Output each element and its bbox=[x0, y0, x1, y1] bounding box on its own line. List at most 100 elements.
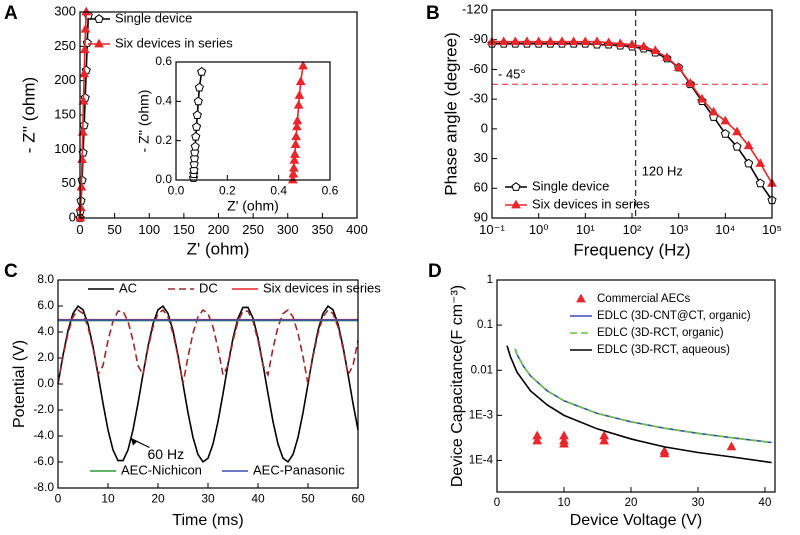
x-tick-label: 40 bbox=[759, 497, 772, 509]
y-tick-label: 8.0 bbox=[37, 272, 54, 286]
legend-marker bbox=[576, 293, 586, 303]
plot-frame bbox=[79, 11, 358, 219]
x-tick-label: 0.0 bbox=[168, 184, 185, 198]
y-tick-label: -2.0 bbox=[33, 402, 54, 416]
plot-frame bbox=[57, 279, 359, 489]
series-line bbox=[79, 11, 88, 219]
legend-label: EDLC (3D-RCT, organic) bbox=[597, 327, 724, 339]
data-point bbox=[732, 141, 742, 151]
data-point bbox=[291, 131, 302, 141]
x-tick-label: 10³ bbox=[669, 222, 688, 237]
data-point bbox=[726, 441, 737, 451]
reference-label: 120 Hz bbox=[642, 163, 683, 178]
panel-label: C bbox=[4, 261, 18, 282]
y-tick-label: 60 bbox=[474, 180, 488, 195]
data-point bbox=[697, 93, 707, 103]
y-tick-label: -90 bbox=[469, 31, 488, 46]
data-point bbox=[510, 36, 521, 46]
x-axis-title: Frequency (Hz) bbox=[573, 240, 690, 259]
data-point bbox=[192, 110, 202, 119]
y-axis-title: - Z'' (ohm) bbox=[19, 77, 38, 153]
y-axis-title: Phase angle (degree) bbox=[441, 32, 460, 196]
y-tick-label: 50 bbox=[62, 175, 76, 190]
x-tick-label: 400 bbox=[346, 222, 368, 237]
reference-label: - 45° bbox=[498, 67, 526, 82]
data-point bbox=[288, 168, 299, 178]
data-point bbox=[720, 115, 731, 125]
y-tick-label: 0.1 bbox=[477, 319, 493, 331]
y-axis-title: Device Capacitance(F cm⁻³) bbox=[449, 285, 466, 487]
data-point bbox=[194, 82, 204, 92]
y-tick-label: 1 bbox=[487, 274, 493, 286]
data-point bbox=[80, 23, 91, 33]
y-axis-title: - Z'' (ohm) bbox=[136, 90, 152, 153]
data-point bbox=[638, 41, 649, 51]
annotation-arrow bbox=[130, 438, 150, 449]
x-tick-label: 50 bbox=[301, 492, 315, 506]
x-tick-label: 10² bbox=[623, 222, 642, 237]
x-tick-label: 10¹ bbox=[576, 222, 595, 237]
x-tick-label: 10 bbox=[558, 497, 571, 509]
data-point bbox=[533, 36, 544, 46]
y-tick-label: 150 bbox=[54, 106, 76, 121]
y-tick-label: 300 bbox=[54, 3, 76, 18]
y-tick-label: 0.4 bbox=[155, 94, 172, 108]
inset-background bbox=[176, 62, 330, 180]
legend-label: AEC-Nichicon bbox=[121, 462, 202, 477]
x-tick-label: 0 bbox=[55, 492, 62, 506]
series-line bbox=[57, 308, 359, 385]
legend-marker bbox=[94, 38, 104, 48]
x-tick-label: 10 bbox=[101, 492, 115, 506]
y-tick-label: 200 bbox=[54, 72, 76, 87]
y-tick-label: 1E-4 bbox=[469, 454, 494, 466]
data-point bbox=[685, 77, 696, 87]
data-point bbox=[298, 60, 308, 70]
x-tick-label: 50 bbox=[107, 222, 121, 237]
x-tick-label: 100 bbox=[138, 222, 160, 237]
data-point bbox=[599, 435, 610, 445]
data-point bbox=[755, 178, 765, 188]
data-point bbox=[295, 76, 306, 86]
x-tick-label: 0 bbox=[494, 497, 500, 509]
x-tick-label: 30 bbox=[201, 492, 215, 506]
data-point bbox=[288, 162, 299, 172]
x-tick-label: 350 bbox=[312, 222, 334, 237]
data-point bbox=[615, 38, 626, 48]
data-point bbox=[190, 141, 200, 151]
y-tick-label: 30 bbox=[474, 150, 488, 165]
data-point bbox=[732, 126, 742, 136]
data-point bbox=[744, 158, 754, 168]
plot-frame bbox=[491, 9, 773, 219]
legend-label: Six devices in series bbox=[532, 196, 650, 211]
data-point bbox=[662, 52, 672, 61]
y-tick-label: -120 bbox=[462, 1, 488, 16]
data-point bbox=[743, 140, 754, 150]
legend-label: AEC-Panasonic bbox=[253, 462, 345, 477]
x-tick-label: 20 bbox=[151, 492, 165, 506]
y-tick-label: -4.0 bbox=[33, 428, 54, 442]
x-axis-title: Device Voltage (V) bbox=[570, 512, 703, 529]
x-tick-label: 300 bbox=[277, 222, 299, 237]
data-point bbox=[559, 438, 569, 448]
x-axis-title: Time (ms) bbox=[172, 512, 243, 529]
data-point bbox=[193, 96, 203, 106]
data-point bbox=[557, 36, 567, 46]
x-tick-label: 10⁰ bbox=[529, 222, 549, 237]
data-point bbox=[755, 158, 766, 167]
panel-label: A bbox=[4, 3, 18, 24]
data-point bbox=[292, 121, 302, 131]
y-tick-label: 0 bbox=[481, 120, 488, 135]
x-tick-label: 10⁵ bbox=[762, 222, 782, 237]
annotation: 60 Hz bbox=[148, 446, 185, 462]
legend-marker bbox=[94, 14, 104, 23]
data-point bbox=[191, 122, 202, 131]
data-point bbox=[79, 68, 90, 78]
x-tick-label: 20 bbox=[625, 497, 638, 509]
data-point bbox=[720, 128, 730, 138]
data-point bbox=[659, 448, 670, 458]
data-point bbox=[650, 45, 661, 55]
plot-frame bbox=[175, 61, 331, 181]
legend-label: EDLC (3D-RCT, aqueous) bbox=[597, 344, 730, 356]
y-tick-label: -30 bbox=[469, 91, 488, 106]
